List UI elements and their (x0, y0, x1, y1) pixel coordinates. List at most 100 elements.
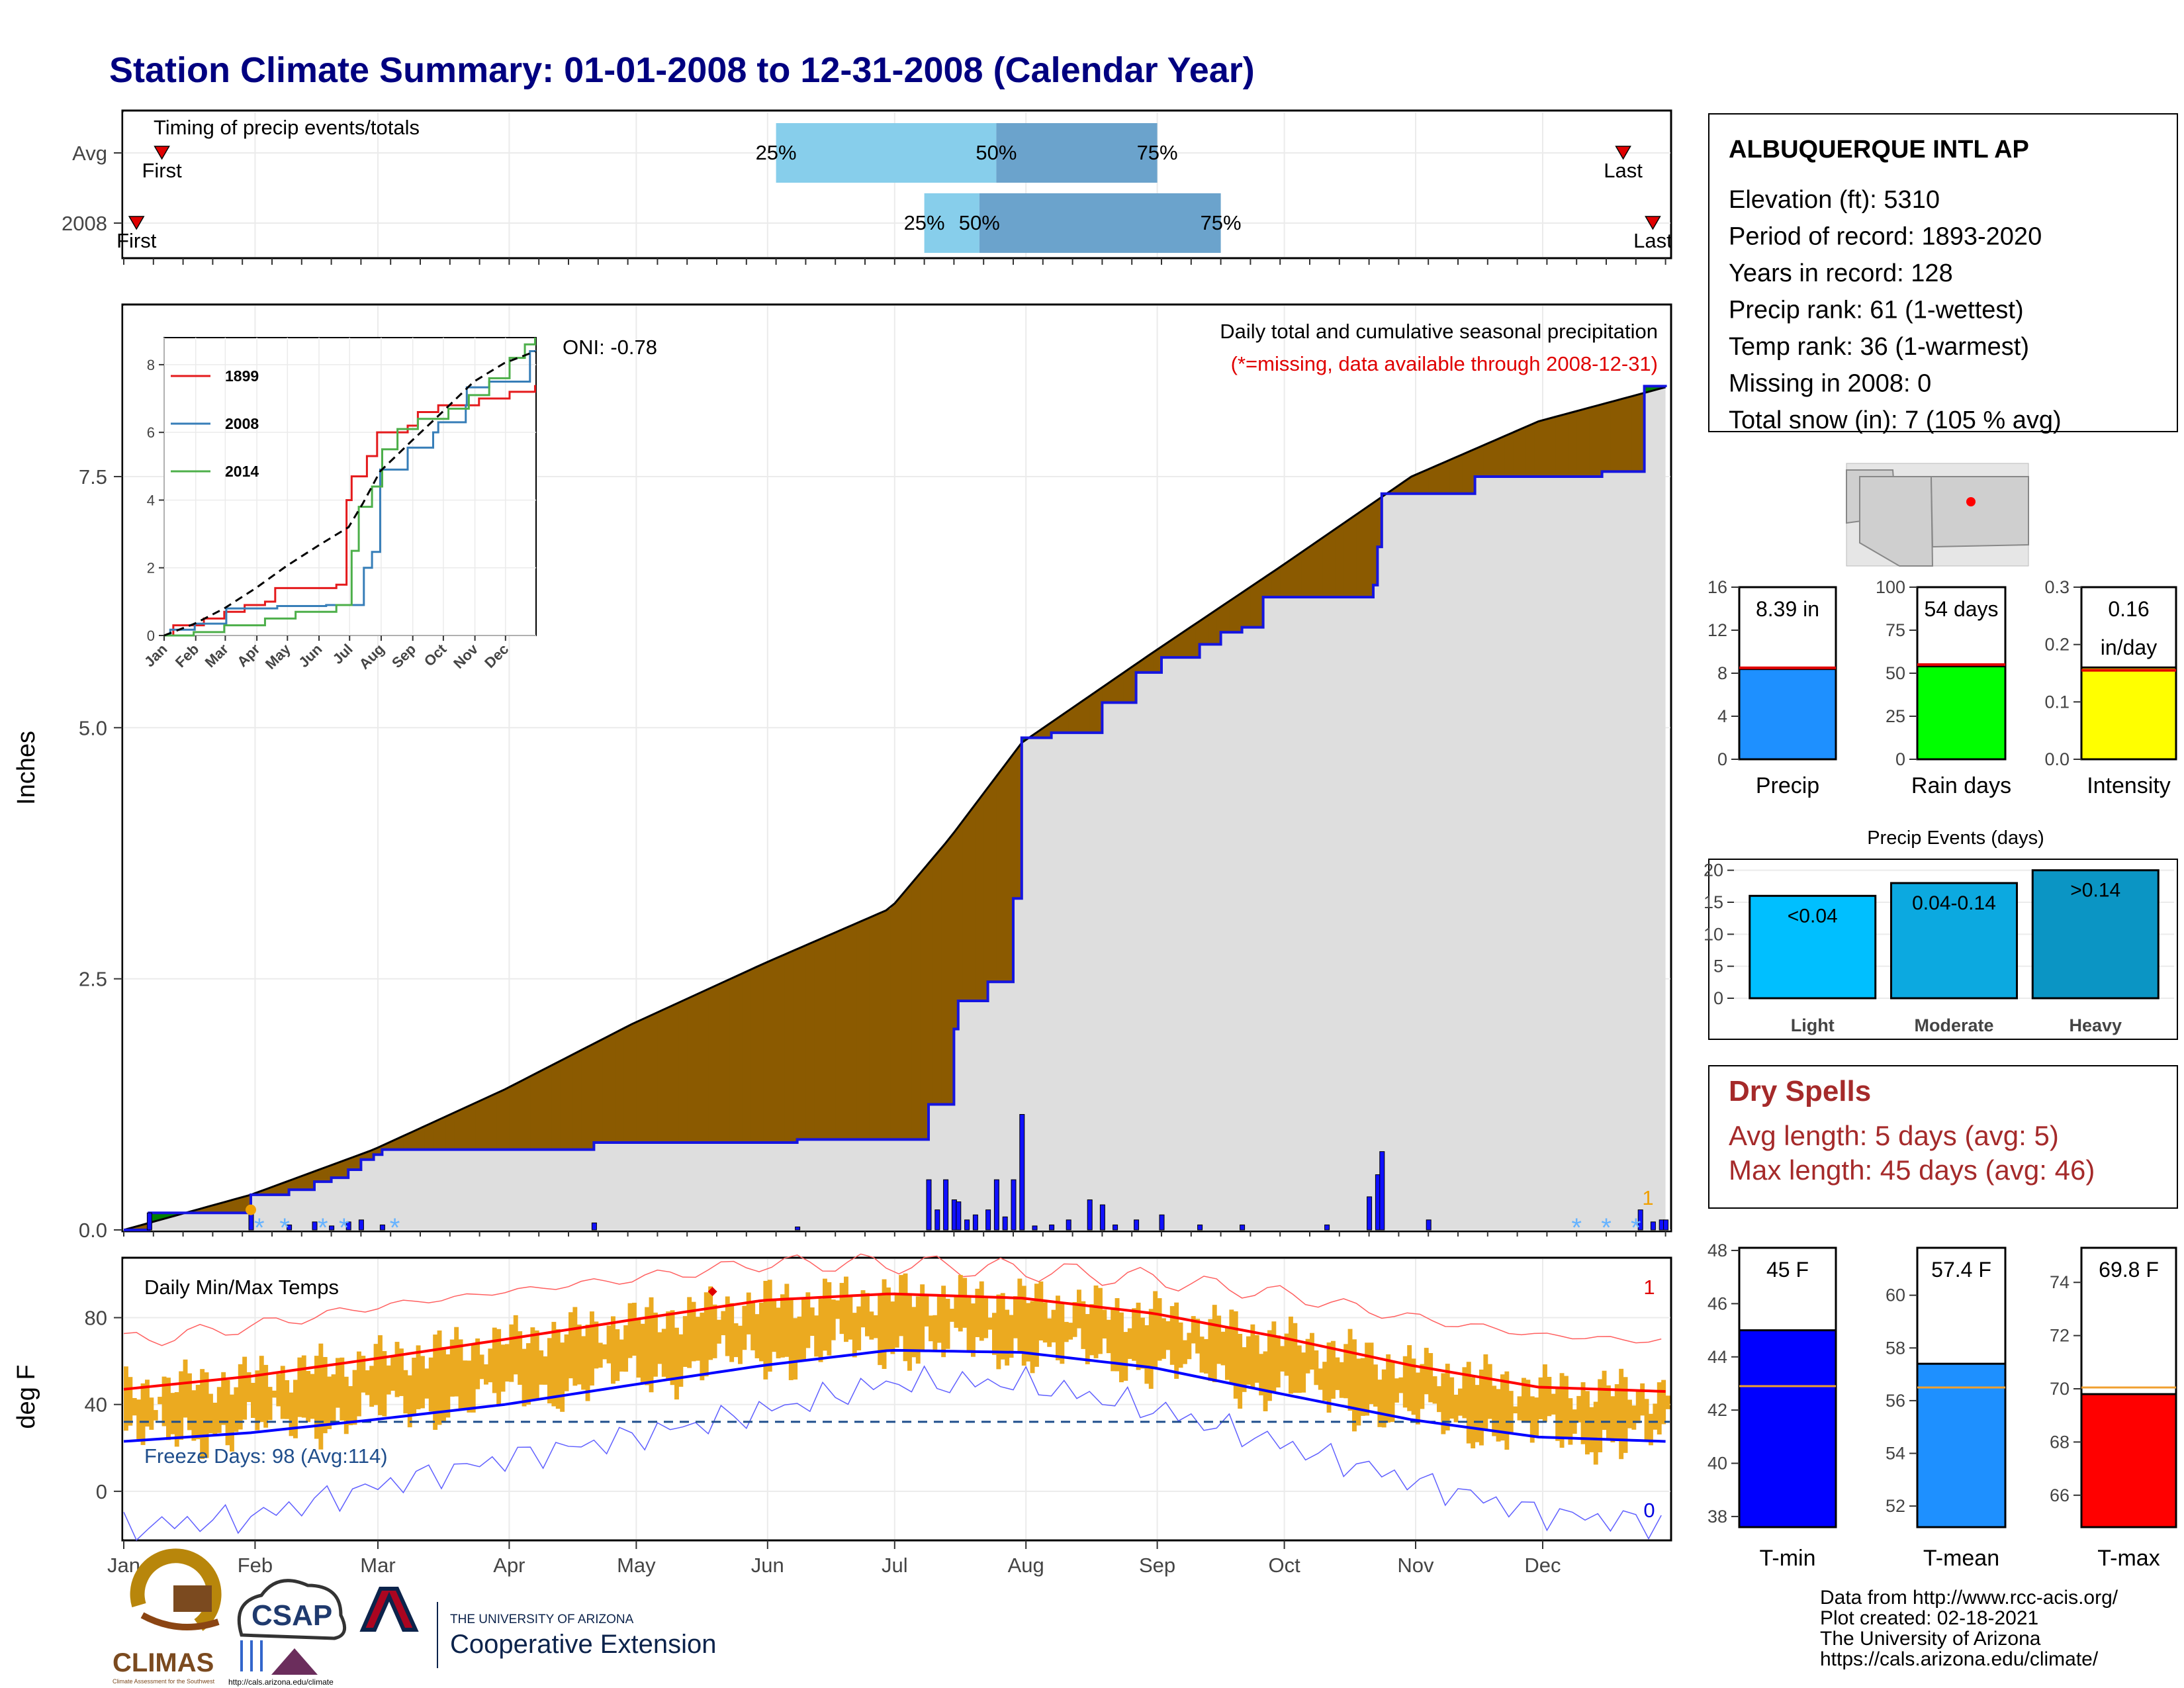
below-average-area (1343, 520, 1349, 598)
average-cumulative-line (123, 386, 1666, 1231)
daily-temp-bar (772, 1299, 777, 1352)
dry-spells-title: Dry Spells (1729, 1075, 1871, 1107)
precip-ytick-label: 7.5 (79, 465, 107, 489)
below-average-area (1606, 402, 1611, 472)
daily-temp-bar (848, 1295, 853, 1340)
below-average-area (348, 1157, 353, 1170)
daily-temp-bar (230, 1394, 234, 1452)
station-detail-line: Missing in 2008: 0 (1729, 370, 1931, 398)
below-average-area (708, 987, 713, 1143)
daily-temp-bar (297, 1357, 302, 1417)
below-average-area (322, 1166, 328, 1182)
below-average-area (471, 1103, 476, 1150)
below-average-area (704, 989, 709, 1143)
below-average-area (1275, 567, 1281, 598)
daily-temp-bar (551, 1321, 557, 1407)
daily-temp-bar (195, 1385, 201, 1440)
below-average-area (882, 910, 887, 1140)
compare-ytick-label: 0.2 (2044, 635, 2070, 655)
daily-temp-bar (1250, 1324, 1255, 1388)
compare-ytick-label: 16 (1707, 577, 1727, 597)
compare-ytick-label: 52 (1886, 1496, 1905, 1516)
daily-temp-bar (1500, 1374, 1505, 1441)
daily-precip-bar (956, 1201, 962, 1231)
events-category-label: Light (1791, 1015, 1835, 1035)
ua-logo-top: THE UNIVERSITY OF ARIZONA (450, 1613, 634, 1626)
timing-bar-q25-q50 (924, 193, 979, 253)
month-tick-label: Apr (493, 1554, 525, 1577)
daily-temp-bar (276, 1374, 281, 1407)
below-average-area (1428, 467, 1433, 494)
below-average-area (221, 1201, 226, 1213)
daily-temp-bar (136, 1399, 142, 1440)
below-average-area (1543, 419, 1547, 477)
daily-temp-bar (348, 1385, 353, 1425)
daily-temp-bar (827, 1282, 832, 1356)
daily-temp-bar (1492, 1385, 1497, 1436)
daily-temp-bar (971, 1303, 976, 1357)
daily-temp-bar (691, 1301, 696, 1362)
below-average-area (1356, 511, 1361, 598)
inset-legend-label: 2014 (225, 463, 259, 480)
daily-temp-bar (670, 1310, 675, 1385)
temp-ytick-label: 0 (96, 1480, 107, 1503)
below-average-area (1119, 673, 1124, 703)
daily-temp-bar (518, 1331, 523, 1385)
credit-line: Data from http://www.rcc-acis.org/ (1820, 1587, 2118, 1609)
daily-temp-bar (1589, 1407, 1594, 1452)
daily-temp-bar (1504, 1371, 1510, 1450)
daily-temp-bar (1199, 1336, 1205, 1373)
snow-marker: * (318, 1213, 328, 1243)
below-average-area (712, 985, 717, 1143)
daily-temp-bar (992, 1313, 997, 1355)
daily-temp-bar (1165, 1321, 1171, 1350)
below-average-area (1246, 586, 1251, 628)
daily-temp-bar (1064, 1321, 1069, 1342)
daily-precip-bar (934, 1209, 940, 1231)
daily-temp-bar (1513, 1406, 1518, 1414)
below-average-area (314, 1170, 319, 1182)
below-average-area (276, 1184, 281, 1195)
timing-last-marker (1645, 216, 1661, 230)
station-details: Elevation (ft): 5310 Period of record: 18… (1729, 186, 2062, 434)
compare-bar-Rain days (1916, 665, 2007, 761)
daily-temp-bar (581, 1336, 586, 1390)
daily-temp-bar (1068, 1323, 1073, 1340)
daily-temp-bar (1005, 1309, 1010, 1366)
daily-precip-bar (1663, 1219, 1669, 1231)
compare-value-label: 8.39 in (1756, 597, 1819, 621)
daily-temp-bar (475, 1338, 480, 1389)
daily-temp-bar (543, 1356, 548, 1385)
below-average-area (805, 943, 811, 1140)
daily-precip-bar (379, 1224, 385, 1231)
daily-temp-bar (322, 1356, 328, 1434)
below-average-area (831, 932, 836, 1140)
daily-temp-bar (1301, 1352, 1306, 1393)
station-detail-line: Period of record: 1893-2020 (1729, 223, 2042, 251)
compare-ytick-label: 50 (1886, 663, 1905, 683)
daily-temp-bar (352, 1370, 357, 1425)
below-average-area (793, 949, 798, 1143)
dry-spells-box (1708, 1065, 2178, 1209)
below-average-area (1000, 765, 1005, 982)
below-average-area (394, 1137, 400, 1150)
below-average-area (216, 1203, 222, 1213)
daily-temp-bar (1538, 1377, 1543, 1419)
daily-temp-bar (1508, 1391, 1514, 1434)
events-bar-label: >0.14 (2070, 880, 2120, 902)
daily-temp-bar (1144, 1325, 1150, 1384)
daily-temp-bar (1640, 1383, 1645, 1416)
daily-precip-bar (358, 1219, 364, 1231)
daily-temp-bar (1246, 1336, 1251, 1385)
daily-temp-bar (763, 1280, 768, 1380)
daily-temp-bar (1661, 1380, 1666, 1425)
daily-temp-bar (1297, 1345, 1302, 1393)
below-average-area (1280, 564, 1285, 598)
daily-temp-bar (751, 1302, 756, 1350)
missing-day-marker (246, 1204, 256, 1215)
compare-value-label: 57.4 F (1931, 1258, 1991, 1282)
daily-temp-bar (145, 1380, 150, 1427)
daily-temp-bar (394, 1342, 400, 1397)
timing-q75-label: 75% (1201, 211, 1242, 234)
